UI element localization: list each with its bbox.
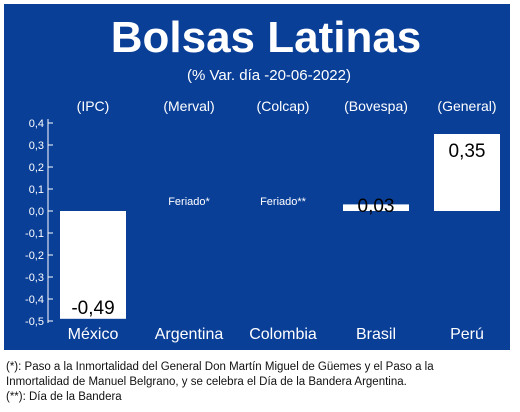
y-tick-label: -0,5 <box>25 316 44 328</box>
index-label: (Colcap) <box>257 98 310 114</box>
y-tick-label: -0,3 <box>25 272 44 284</box>
y-tick-label: 0,0 <box>29 206 44 218</box>
bar-value-label: 0,35 <box>449 141 486 162</box>
y-axis: 0,4 0,3 0,2 0,1 0,0 -0,1 -0,2 -0,3 -0,4 -0,5 <box>25 118 53 328</box>
holiday-annotation: Feriado* <box>168 196 210 208</box>
category-labels: México Argentina Colombia Brasil Perú <box>68 326 484 343</box>
y-tick-label: -0,4 <box>25 294 44 306</box>
value-labels: -0,49 Feriado* Feriado** 0,03 0,35 <box>71 141 485 319</box>
chart-subtitle: (% Var. día -20-06-2022) <box>187 67 351 84</box>
category-label: México <box>68 326 119 343</box>
index-label: (IPC) <box>77 98 110 114</box>
y-tick-label: 0,4 <box>29 118 44 130</box>
footnote-line-1: (*): Paso a la Inmortalidad del General … <box>6 361 434 373</box>
category-label: Brasil <box>356 326 396 343</box>
y-tick-label: -0,1 <box>25 228 44 240</box>
y-tick-label: 0,3 <box>29 140 44 152</box>
bar-chart: Bolsas Latinas (% Var. día -20-06-2022) … <box>25 13 500 343</box>
category-label: Argentina <box>155 326 224 343</box>
bars <box>60 134 500 319</box>
bar <box>60 211 126 319</box>
footnotes: (*): Paso a la Inmortalidad del General … <box>6 360 514 405</box>
y-tick-label: 0,1 <box>29 184 44 196</box>
category-label: Colombia <box>249 326 317 343</box>
chart-panel: Bolsas Latinas (% Var. día -20-06-2022) … <box>4 4 510 350</box>
bar-value-label: 0,03 <box>358 196 395 217</box>
chart-title: Bolsas Latinas <box>111 13 422 62</box>
index-labels: (IPC) (Merval) (Colcap) (Bovespa) (General) <box>77 98 497 114</box>
index-label: (Bovespa) <box>344 98 408 114</box>
y-tick-label: 0,2 <box>29 162 44 174</box>
index-label: (Merval) <box>163 98 214 114</box>
bar-value-label: -0,49 <box>71 298 114 319</box>
category-label: Perú <box>450 326 484 343</box>
footnote-line-2: Inmortalidad de Manuel Belgrano, y se ce… <box>6 376 407 388</box>
y-tick-label: -0,2 <box>25 250 44 262</box>
bar <box>343 204 409 211</box>
footnote-line-3: (**): Día de la Bandera <box>6 391 122 403</box>
holiday-annotation: Feriado** <box>260 196 307 208</box>
index-label: (General) <box>437 98 496 114</box>
bar <box>434 134 500 211</box>
